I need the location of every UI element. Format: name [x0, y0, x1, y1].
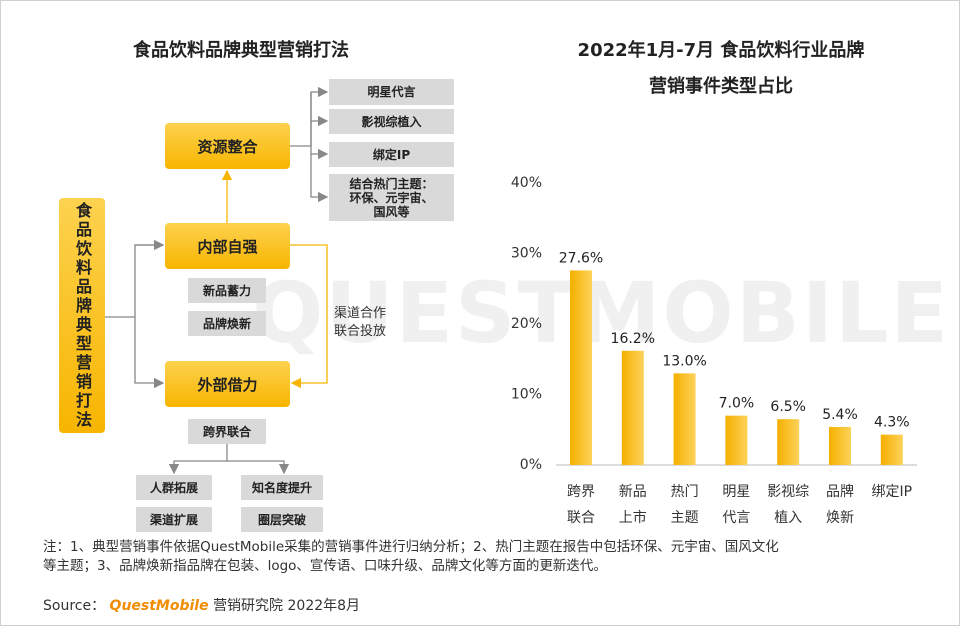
y-tick-label: 20%: [511, 316, 542, 332]
box-line: 新品蓄力: [202, 283, 251, 298]
bar: [880, 434, 903, 465]
x-tick-label: 绑定IP: [872, 484, 913, 500]
node-box: 外部借力: [165, 361, 290, 407]
result-box: 渠道扩展: [136, 507, 212, 532]
box-line: 国风等: [373, 204, 410, 219]
child-box: 品牌焕新: [188, 311, 266, 336]
child-box: 结合热门主题： 环保、元宇宙、 国风等: [329, 174, 454, 221]
y-tick-label: 40%: [511, 175, 542, 191]
note: 注：1、典型营销事件依据QuestMobile采集的营销事件进行归纳分析；2、热…: [43, 538, 779, 576]
note-line: 注：1、典型营销事件依据QuestMobile采集的营销事件进行归纳分析；2、热…: [43, 539, 779, 555]
chart-title: 营销事件类型占比: [649, 75, 793, 97]
result-box: 圈层突破: [241, 507, 323, 532]
value-label: 7.0%: [719, 396, 755, 412]
child-box: 绑定IP: [329, 142, 454, 167]
value-label: 13.0%: [662, 353, 706, 369]
note-line: 等主题；3、品牌焕新指品牌在包装、logo、宣传语、口味升级、品牌文化等方面的更…: [43, 558, 607, 574]
x-tick-label: 热门: [671, 484, 699, 500]
box-line: 明星代言: [367, 85, 416, 99]
value-label: 6.5%: [770, 399, 806, 415]
bar: [570, 270, 592, 465]
edge-label-line: 联合投放: [334, 324, 387, 339]
chart-title: 2022年1月-7月 食品饮料行业品牌: [578, 39, 865, 61]
x-tick-label: 新品: [619, 484, 647, 500]
source-text: 营销研究院 2022年8月: [213, 598, 361, 614]
value-label: 4.3%: [874, 415, 910, 431]
child-box: 新品蓄力: [188, 278, 266, 303]
bar: [673, 373, 696, 465]
value-label: 27.6%: [559, 250, 603, 266]
source-label: Source：: [43, 598, 106, 614]
child-box: 跨界联合: [188, 419, 266, 444]
bar: [829, 426, 851, 465]
bar: [725, 415, 748, 465]
x-tick-label: 品牌: [826, 483, 854, 500]
connectors: [105, 86, 329, 475]
root-box: 食品饮料品牌典型营销打法: [59, 198, 105, 433]
result-box: 人群拓展: [136, 475, 212, 500]
child-box: 影视综植入: [329, 109, 454, 134]
node-box: 资源整合: [165, 123, 290, 169]
x-tick-label: 焕新: [826, 509, 854, 526]
value-label: 16.2%: [611, 331, 655, 347]
result-box: 知名度提升: [241, 475, 323, 500]
source-brand: QuestMobile: [109, 598, 209, 614]
box-line: 绑定IP: [372, 147, 411, 162]
x-tick-label: 植入: [774, 510, 802, 526]
box-line: 跨界联合: [202, 424, 251, 439]
child-box: 明星代言: [329, 79, 454, 105]
watermark: QUESTMOBILE: [252, 264, 950, 362]
diagram-title: 食品饮料品牌典型营销打法: [132, 39, 349, 61]
bar: [777, 419, 800, 465]
x-tick-label: 明星: [722, 484, 750, 500]
box-line: 环保、元宇宙、: [349, 190, 434, 205]
x-tick-label: 跨界: [567, 484, 595, 500]
y-tick-label: 0%: [520, 457, 542, 473]
value-label: 5.4%: [822, 407, 858, 423]
box-line: 影视综植入: [361, 114, 422, 129]
y-tick-label: 10%: [511, 387, 542, 403]
source: Source： QuestMobile 营销研究院 2022年8月: [43, 595, 360, 615]
x-tick-label: 代言: [722, 510, 750, 526]
x-tick-label: 上市: [619, 509, 647, 526]
edge-label: 渠道合作 联合投放: [334, 305, 386, 341]
box-line: 品牌焕新: [202, 316, 251, 331]
x-tick-label: 影视综: [767, 484, 809, 500]
bar: [621, 350, 644, 465]
x-tick-label: 主题: [671, 510, 699, 526]
box-line: 结合热门主题：: [349, 176, 434, 191]
y-tick-label: 30%: [511, 246, 542, 262]
x-tick-label: 联合: [567, 510, 595, 526]
edge-label-line: 渠道合作: [334, 306, 387, 321]
node-box: 内部自强: [165, 223, 290, 269]
